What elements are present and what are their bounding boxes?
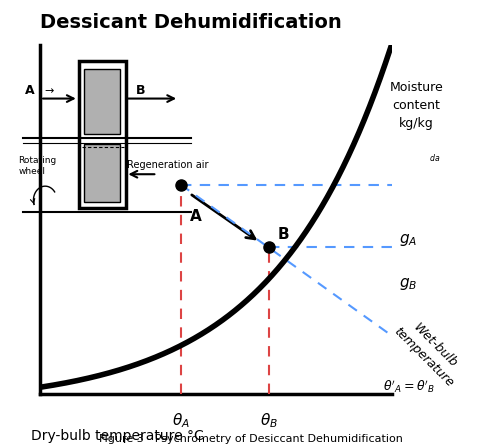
Text: $g_A$: $g_A$ <box>398 232 416 248</box>
Text: $g_B$: $g_B$ <box>398 276 416 293</box>
Text: A: A <box>189 209 201 224</box>
Text: $\theta_A$: $\theta_A$ <box>171 412 189 431</box>
Text: B: B <box>135 84 145 97</box>
Text: B: B <box>277 227 289 242</box>
Text: Regeneration air: Regeneration air <box>127 160 208 170</box>
Text: A: A <box>25 84 35 97</box>
Text: $_{da}$: $_{da}$ <box>428 152 439 165</box>
Text: Moisture
content
kg/kg: Moisture content kg/kg <box>389 81 443 129</box>
Text: $\theta'_A = \theta'_B$: $\theta'_A = \theta'_B$ <box>382 379 434 395</box>
Text: Wet-bulb
temperature: Wet-bulb temperature <box>390 314 466 390</box>
Text: Rotating
wheel: Rotating wheel <box>19 156 57 176</box>
Bar <box>84 144 120 202</box>
Text: $\rightarrow$: $\rightarrow$ <box>42 86 55 95</box>
Text: Dessicant Dehumidification: Dessicant Dehumidification <box>40 13 341 32</box>
Text: $\theta_B$: $\theta_B$ <box>259 412 277 431</box>
Bar <box>84 69 120 134</box>
Text: Figure 3 - Psychrometry of Desiccant Dehumidification: Figure 3 - Psychrometry of Desiccant Deh… <box>99 434 402 444</box>
Text: Dry-bulb temperature °C: Dry-bulb temperature °C <box>31 429 203 443</box>
Bar <box>79 61 125 208</box>
